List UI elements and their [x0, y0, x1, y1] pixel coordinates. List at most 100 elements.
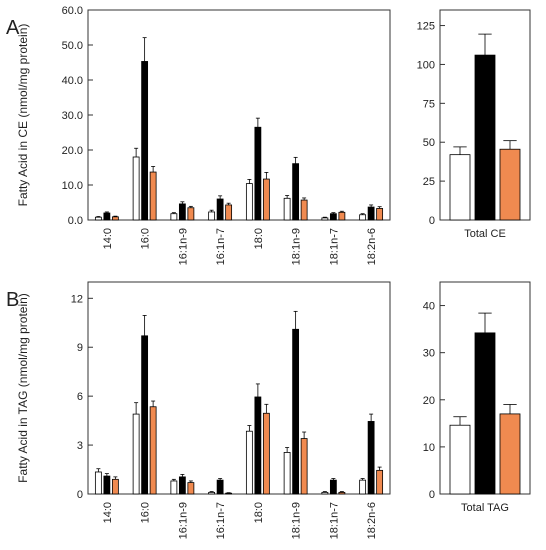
x-tick-label: 18:1n-9 — [291, 228, 303, 265]
bar — [376, 469, 384, 495]
bar — [94, 471, 102, 495]
bar — [367, 421, 375, 495]
y-tick-label: 40.0 — [62, 75, 83, 87]
chart-tag-fatty-acids: 0 3 6 9 12 Fatty Acid in TAG (nmol/mg protein… — [16, 281, 391, 539]
bar — [283, 452, 291, 495]
panel-label-b: B — [6, 289, 19, 311]
bar — [329, 213, 337, 221]
bar — [474, 54, 496, 221]
bar — [170, 213, 178, 221]
x-tick-label: 18:1n-7 — [328, 502, 340, 539]
y-tick-label: 20 — [423, 395, 435, 407]
y-tick-label: 75 — [423, 98, 435, 110]
bar — [141, 335, 149, 495]
bar — [376, 208, 384, 221]
bar — [111, 478, 119, 495]
bar — [225, 204, 233, 221]
y-tick-label: 60.0 — [62, 5, 83, 17]
x-tick-label: 16:1n-7 — [215, 502, 227, 539]
x-tick-label: 16:1n-7 — [215, 228, 227, 265]
bar — [300, 438, 308, 495]
bar — [449, 154, 471, 221]
bar — [474, 332, 496, 495]
panel-label-a: A — [6, 17, 20, 39]
bar — [187, 207, 195, 221]
bar — [216, 198, 224, 221]
y-tick-label: 50 — [423, 137, 435, 149]
bar — [178, 203, 186, 221]
y-axis-label: Fatty Acid in TAG (nmol/mg protein) — [16, 293, 30, 483]
bar — [329, 479, 337, 495]
bar — [283, 197, 291, 221]
bar — [359, 479, 367, 495]
bar — [103, 212, 111, 221]
bar — [132, 156, 140, 221]
bar — [262, 178, 270, 221]
bar — [170, 480, 178, 495]
bar — [149, 171, 157, 221]
bar — [141, 61, 149, 221]
bar — [449, 424, 471, 495]
bar — [292, 163, 300, 221]
bar — [245, 183, 253, 221]
bar — [111, 216, 119, 221]
bar — [149, 406, 157, 495]
bar — [367, 206, 375, 221]
chart-ce-fatty-acids: 0.0 10.0 20.0 30.0 40.0 50.0 60.0 Fatty Acid in… — [16, 5, 391, 265]
bar — [245, 430, 253, 495]
x-tick-label: 14:0 — [102, 228, 114, 249]
y-tick-label: 0 — [77, 489, 83, 501]
bar — [225, 492, 233, 495]
bar — [359, 214, 367, 221]
x-tick-label: 18:2n-6 — [366, 502, 378, 539]
x-tick-label: 18:2n-6 — [366, 228, 378, 265]
x-tick-label: 18:1n-7 — [328, 228, 340, 265]
bar — [132, 413, 140, 495]
bar — [292, 328, 300, 495]
y-tick-label: 30.0 — [62, 110, 83, 122]
bar — [321, 217, 329, 221]
y-tick-label: 125 — [417, 21, 435, 33]
y-tick-label: 50.0 — [62, 40, 83, 52]
bar — [216, 479, 224, 495]
plot-frame — [87, 281, 391, 495]
x-tick-label: 16:0 — [140, 228, 152, 249]
bar — [338, 211, 346, 221]
x-tick-label: 18:0 — [253, 502, 265, 523]
y-tick-label: 3 — [77, 440, 83, 452]
y-tick-label: 12 — [71, 293, 83, 305]
x-tick-label: 16:1n-9 — [177, 228, 189, 265]
bar — [338, 491, 346, 495]
bar — [178, 476, 186, 495]
x-tick-label: Total CE — [464, 228, 506, 240]
bar — [262, 412, 270, 495]
bar — [187, 482, 195, 495]
bar — [499, 148, 521, 221]
y-axis-label: Fatty Acid in CE (nmol/mg protein) — [16, 24, 30, 207]
y-tick-label: 30 — [423, 348, 435, 360]
x-tick-label: 16:1n-9 — [177, 502, 189, 539]
y-tick-label: 0 — [429, 489, 435, 501]
bar — [208, 491, 216, 495]
bar — [321, 491, 329, 495]
bar — [254, 396, 262, 495]
y-tick-label: 40 — [423, 301, 435, 313]
y-tick-label: 9 — [77, 342, 83, 354]
y-tick-label: 10 — [423, 442, 435, 454]
y-tick-label: 25 — [423, 176, 435, 188]
x-tick-label: Total TAG — [461, 502, 509, 514]
bar — [254, 126, 262, 221]
y-tick-label: 20.0 — [62, 145, 83, 157]
y-tick-label: 0 — [429, 215, 435, 227]
x-tick-label: 18:1n-9 — [291, 502, 303, 539]
bar — [208, 211, 216, 221]
y-tick-label: 10.0 — [62, 180, 83, 192]
y-tick-label: 6 — [77, 391, 83, 403]
x-tick-label: 14:0 — [102, 502, 114, 523]
x-tick-label: 16:0 — [140, 502, 152, 523]
y-tick-label: 100 — [417, 59, 435, 71]
chart-total-ce: 0 25 50 75 100 125 Total CE — [417, 9, 531, 240]
chart-total-tag: 0 10 20 30 40 Total TAG — [423, 281, 531, 514]
bar — [103, 475, 111, 495]
